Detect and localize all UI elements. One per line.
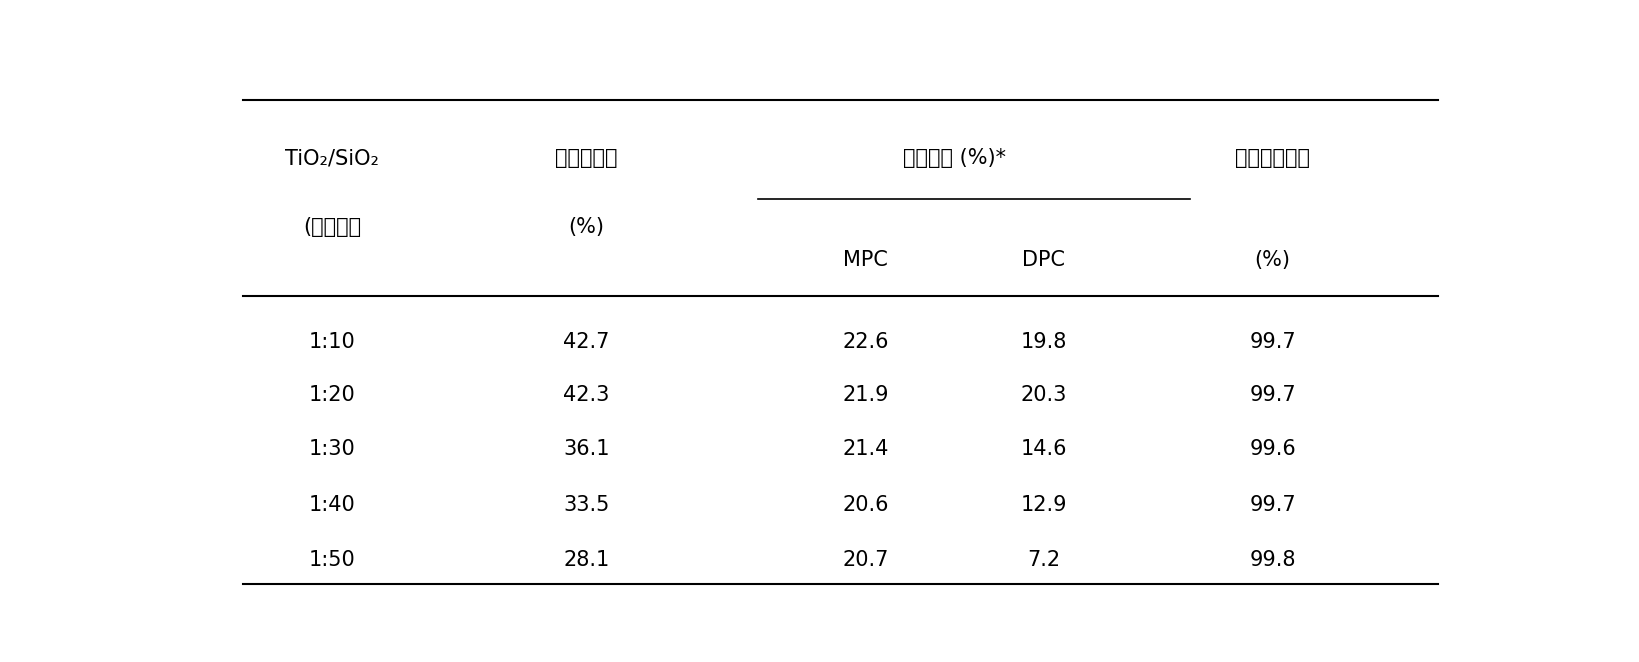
Text: 28.1: 28.1: [562, 549, 610, 569]
Text: 99.7: 99.7: [1249, 332, 1295, 352]
Text: (摩尔比）: (摩尔比）: [303, 217, 361, 237]
Text: 20.7: 20.7: [842, 549, 888, 569]
Text: 22.6: 22.6: [842, 332, 888, 352]
Text: DPC: DPC: [1021, 250, 1065, 270]
Text: 1:10: 1:10: [308, 332, 356, 352]
Text: 36.1: 36.1: [562, 439, 610, 459]
Text: 99.7: 99.7: [1249, 495, 1295, 515]
Text: 酵交换选择性: 酵交换选择性: [1234, 148, 1310, 168]
Text: 产物收率 (%)*: 产物收率 (%)*: [903, 148, 1006, 168]
Text: 99.6: 99.6: [1249, 439, 1295, 459]
Text: MPC: MPC: [842, 250, 888, 270]
Text: 21.9: 21.9: [842, 385, 888, 406]
Text: 1:30: 1:30: [308, 439, 356, 459]
Text: 42.3: 42.3: [562, 385, 610, 406]
Text: 20.3: 20.3: [1019, 385, 1067, 406]
Text: 苯酚转化率: 苯酚转化率: [554, 148, 618, 168]
Text: 33.5: 33.5: [562, 495, 610, 515]
Text: 21.4: 21.4: [842, 439, 888, 459]
Text: 12.9: 12.9: [1019, 495, 1067, 515]
Text: 99.7: 99.7: [1249, 385, 1295, 406]
Text: 19.8: 19.8: [1019, 332, 1067, 352]
Text: 1:50: 1:50: [308, 549, 356, 569]
Text: 14.6: 14.6: [1019, 439, 1067, 459]
Text: TiO₂/SiO₂: TiO₂/SiO₂: [285, 148, 379, 168]
Text: 7.2: 7.2: [1026, 549, 1060, 569]
Text: 42.7: 42.7: [562, 332, 610, 352]
Text: 1:20: 1:20: [308, 385, 356, 406]
Text: 99.8: 99.8: [1249, 549, 1295, 569]
Text: 1:40: 1:40: [308, 495, 356, 515]
Text: 20.6: 20.6: [842, 495, 888, 515]
Text: (%): (%): [569, 217, 603, 237]
Text: (%): (%): [1254, 250, 1290, 270]
